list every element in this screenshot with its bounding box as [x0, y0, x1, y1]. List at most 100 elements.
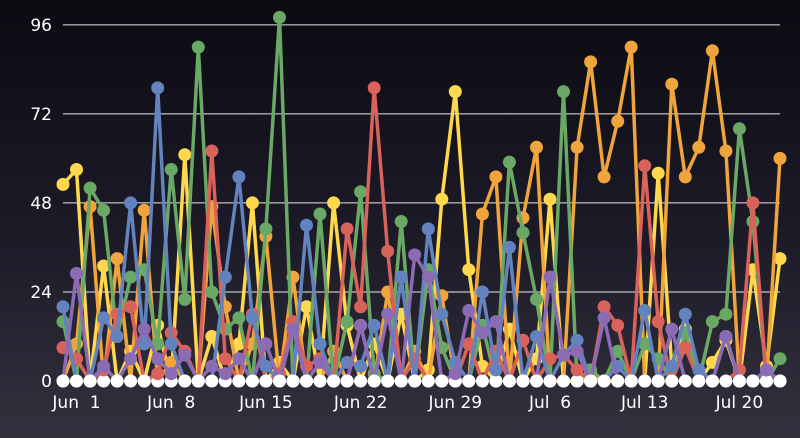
data-point [245, 196, 259, 210]
x-tick-label: Jul 13 [620, 393, 669, 413]
data-point [300, 218, 313, 232]
y-tick-label: 0 [41, 372, 52, 392]
series-group [56, 10, 787, 388]
x-axis: Jun 1 Jun 8 Jun 15 Jun 22 Jun 29 Jul 6 Jul 13 J… [51, 393, 763, 413]
data-point [746, 196, 760, 210]
data-point [151, 81, 165, 95]
data-point [543, 352, 557, 366]
data-point [692, 140, 706, 154]
data-point [97, 359, 111, 373]
data-point [651, 166, 665, 180]
data-point [692, 374, 706, 388]
data-point [394, 374, 408, 388]
data-point [232, 170, 246, 184]
data-point [70, 163, 83, 176]
data-point [732, 374, 746, 388]
data-point [421, 374, 435, 388]
data-point [408, 374, 422, 388]
data-point [97, 203, 111, 217]
data-point [475, 285, 489, 299]
data-point [97, 374, 111, 388]
x-tick-label: Jun 15 [238, 393, 293, 413]
data-point [232, 311, 246, 325]
y-axis: 0 24 48 72 96 [30, 16, 52, 392]
data-point [205, 285, 219, 299]
data-point [381, 374, 395, 388]
data-point [665, 322, 679, 336]
data-point [218, 352, 232, 366]
data-point [435, 374, 449, 388]
data-point [164, 337, 178, 351]
data-point [543, 374, 557, 388]
data-point [665, 374, 679, 388]
data-point [245, 374, 259, 388]
data-point [462, 304, 476, 317]
data-point [719, 307, 733, 321]
data-point [448, 367, 462, 381]
data-point [543, 192, 557, 206]
data-point [232, 352, 246, 366]
data-point [110, 307, 124, 321]
data-point [489, 170, 503, 184]
data-point [97, 259, 111, 273]
data-point [760, 363, 773, 377]
data-point [570, 344, 584, 358]
data-point [178, 292, 192, 306]
data-point [178, 148, 192, 162]
data-point [205, 144, 219, 158]
data-point [773, 151, 787, 165]
data-point [530, 140, 543, 154]
series-line [61, 89, 782, 383]
data-point [678, 307, 692, 321]
data-point [313, 355, 327, 369]
data-point [205, 374, 219, 388]
data-point [705, 44, 719, 58]
data-point [624, 374, 638, 388]
data-point [340, 374, 354, 388]
data-point [570, 333, 584, 347]
data-point [191, 374, 205, 388]
data-point [286, 322, 300, 336]
data-point [475, 207, 489, 221]
data-point [408, 248, 422, 262]
y-tick-label: 24 [30, 283, 52, 303]
data-point [638, 337, 652, 351]
data-point [732, 122, 746, 136]
data-point [557, 374, 570, 388]
data-point [435, 307, 449, 321]
data-point [530, 374, 543, 388]
data-point [300, 374, 313, 388]
data-point [557, 85, 570, 99]
x-tick-label: Jun 22 [333, 393, 388, 413]
data-point [259, 337, 273, 351]
data-point [651, 315, 665, 329]
data-point [124, 300, 138, 314]
data-point [151, 367, 165, 381]
data-point [638, 304, 652, 317]
data-point [462, 263, 476, 277]
data-point [259, 359, 273, 373]
data-point [651, 374, 665, 388]
x-tick-label: Jun 8 [146, 393, 195, 413]
data-point [218, 270, 232, 284]
data-point [164, 355, 178, 369]
data-point [475, 326, 489, 340]
data-point [746, 374, 760, 388]
data-point [137, 337, 151, 351]
data-point [611, 374, 625, 388]
data-point [489, 374, 503, 388]
data-point [421, 270, 435, 284]
data-point [530, 292, 543, 306]
data-point [137, 374, 151, 388]
data-point [205, 359, 219, 373]
data-point [56, 374, 70, 388]
data-point [597, 311, 611, 325]
data-point [124, 270, 138, 284]
data-point [584, 374, 598, 388]
data-point [516, 226, 530, 240]
data-point [367, 374, 381, 388]
data-point [110, 330, 124, 343]
data-point [489, 363, 503, 377]
data-point [245, 311, 259, 325]
x-tick-label: Jul 20 [715, 393, 764, 413]
